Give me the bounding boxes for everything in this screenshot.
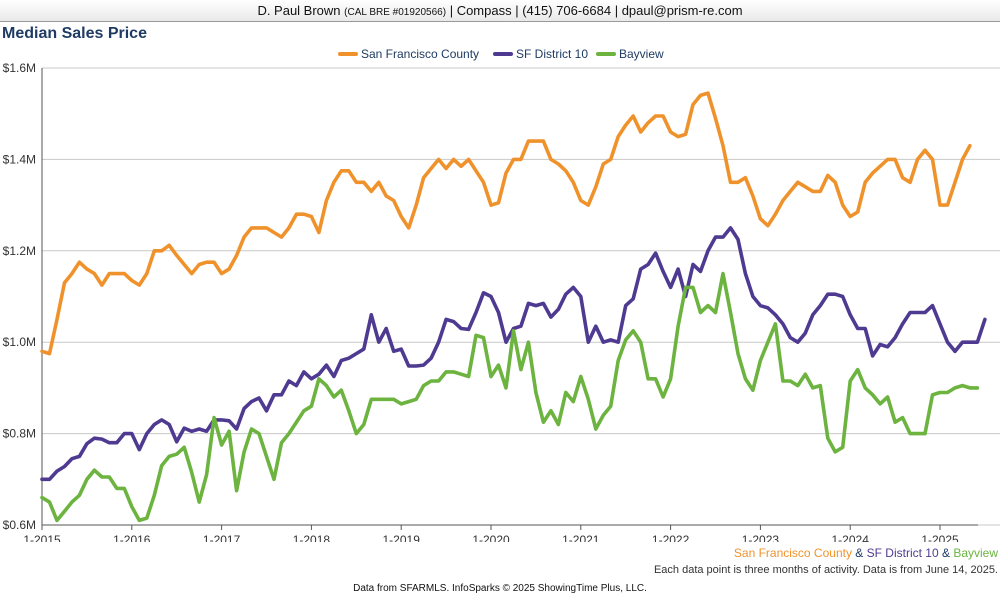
line-chart: $0.6M $0.8M $1.0M $1.2M $1.4M $1.6M 1-2015 1-20…: [3, 47, 1000, 542]
agent-contact: | Compass | (415) 706-6684 | dpaul@prism…: [449, 3, 743, 18]
y-tick-label: $1.0M: [3, 335, 36, 349]
x-tick-label: 1-2025: [921, 533, 959, 542]
x-tick-label: 1-2016: [113, 533, 151, 542]
x-tick-label: 1-2022: [652, 533, 690, 542]
x-tick-label: 1-2024: [832, 533, 870, 542]
legend-label: San Francisco County: [361, 47, 479, 61]
legend-label: Bayview: [619, 47, 664, 61]
x-tick-label: 1-2015: [23, 533, 61, 542]
y-tick-label: $1.4M: [3, 152, 36, 166]
series-lines: [40, 91, 987, 523]
y-tick-label: $0.6M: [3, 518, 36, 532]
y-tick-label: $1.6M: [3, 61, 36, 75]
legend: San Francisco County SF District 10 Bayvie…: [338, 47, 664, 61]
legend-label: SF District 10: [516, 47, 588, 61]
x-tick-label: 1-2018: [293, 533, 331, 542]
y-tick-label: $0.8M: [3, 427, 36, 441]
x-tick-label: 1-2023: [742, 533, 780, 542]
data-source: Data from SFARMLS. InfoSparks © 2025 Sho…: [353, 583, 647, 594]
series-line-sf-district-10: [40, 226, 987, 482]
agent-header: D. Paul Brown (CAL BRE #01920566) | Comp…: [0, 0, 1000, 22]
x-tick-label: 1-2021: [562, 533, 600, 542]
series-line-bayview: [40, 271, 980, 523]
attribution-sf: San Francisco County: [733, 546, 852, 560]
y-tick-label: $1.2M: [3, 244, 36, 258]
x-tick-label: 1-2020: [472, 533, 510, 542]
data-note: Each data point is three months of activ…: [653, 564, 998, 576]
chart-title: Median Sales Price: [2, 25, 147, 42]
x-tick-label: 1-2017: [203, 533, 241, 542]
attribution-amp-2: &: [938, 546, 954, 560]
agent-name: D. Paul Brown: [257, 3, 341, 18]
attribution-bayview: Bayview: [953, 546, 998, 560]
agent-license: (CAL BRE #01920566): [344, 7, 447, 18]
axes: $0.6M $0.8M $1.0M $1.2M $1.4M $1.6M 1-2015 1-20…: [3, 61, 978, 542]
x-tick-label: 1-2019: [383, 533, 421, 542]
series-attribution: San Francisco County & SF District 10 & …: [734, 546, 998, 560]
attribution-amp-1: &: [851, 546, 867, 560]
attribution-district-10: SF District 10: [866, 546, 939, 560]
series-line-san-francisco-county: [40, 91, 972, 356]
